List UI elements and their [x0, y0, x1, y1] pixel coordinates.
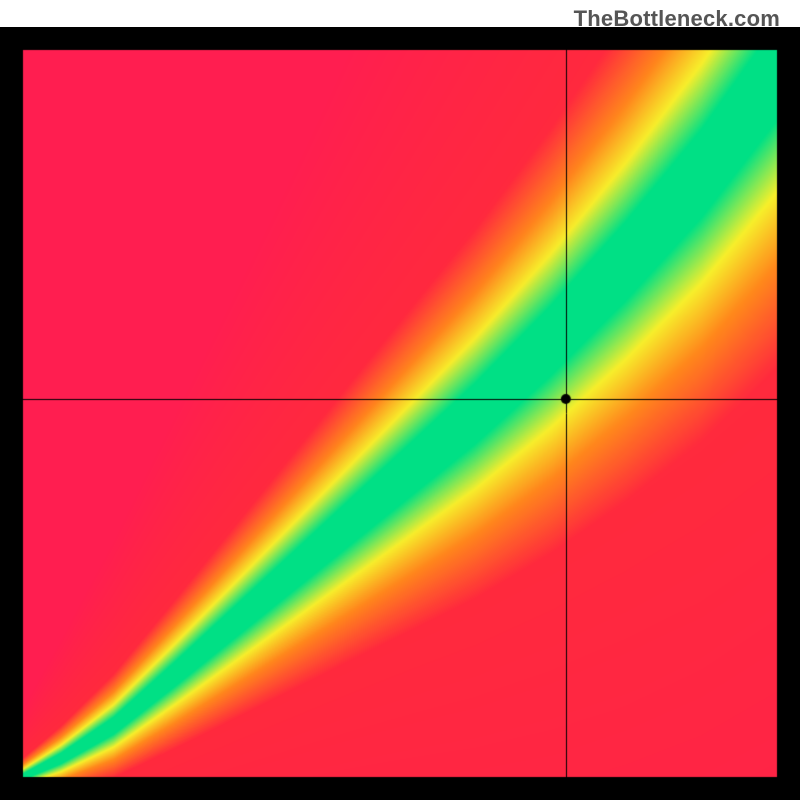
chart-container: TheBottleneck.com [0, 0, 800, 800]
bottleneck-heatmap [0, 27, 800, 800]
watermark-label: TheBottleneck.com [574, 6, 780, 32]
